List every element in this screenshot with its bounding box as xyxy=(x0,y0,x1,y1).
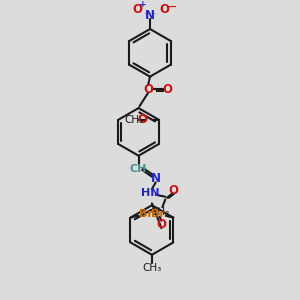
Text: CH₂: CH₂ xyxy=(150,207,169,217)
Text: Br: Br xyxy=(139,209,153,219)
Text: O: O xyxy=(143,82,153,95)
Text: O: O xyxy=(133,2,142,16)
Text: HN: HN xyxy=(141,188,159,198)
Text: CH: CH xyxy=(130,164,147,174)
Text: −: − xyxy=(167,1,177,13)
Text: Br: Br xyxy=(151,209,165,219)
Text: O: O xyxy=(138,113,148,127)
Text: +: + xyxy=(139,0,146,9)
Text: CH₃: CH₃ xyxy=(142,263,161,273)
Text: O: O xyxy=(159,2,169,16)
Text: N: N xyxy=(151,172,161,185)
Text: O: O xyxy=(162,82,172,95)
Text: N: N xyxy=(145,9,155,22)
Text: O: O xyxy=(169,184,179,196)
Text: CH₃: CH₃ xyxy=(125,115,144,125)
Text: O: O xyxy=(156,218,167,231)
